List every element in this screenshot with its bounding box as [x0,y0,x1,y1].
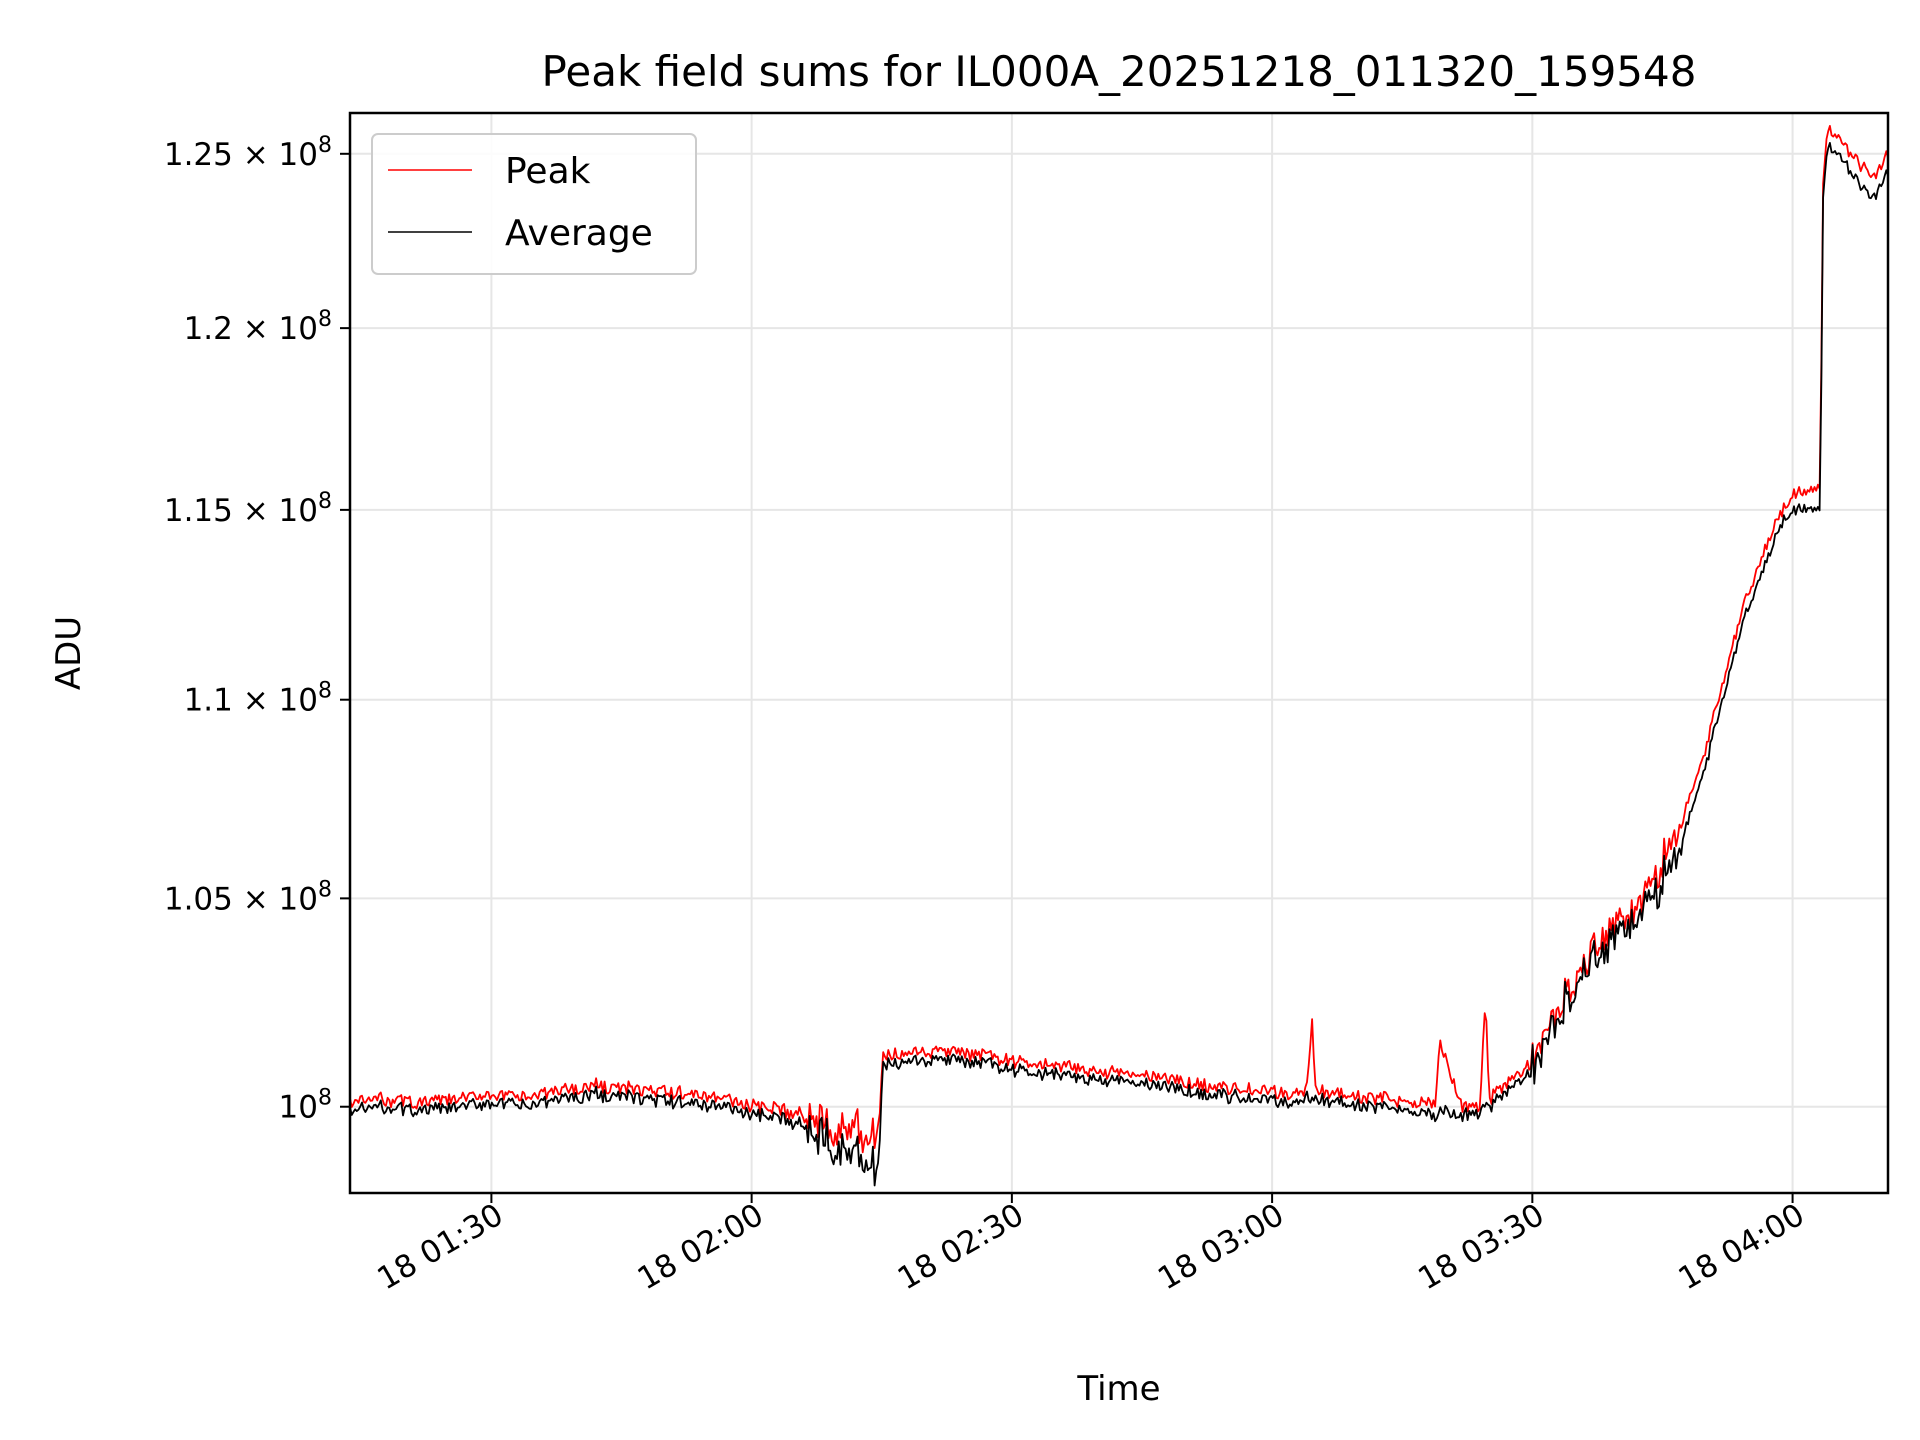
y-tick-label: 1.2 × 108 [184,307,332,347]
y-tick-label: 108 [279,1086,332,1126]
series-layer [350,125,1888,1187]
x-axis-label: Time [1076,1369,1160,1409]
series-line-peak [350,125,1888,1154]
legend-label-peak: Peak [505,151,591,192]
y-tick-label: 1.1 × 108 [184,679,332,719]
legend: Peak Average [371,133,697,275]
y-tick-label: 1.05 × 108 [164,877,332,917]
y-axis-label: ADU [49,616,89,690]
y-tick-label: 1.25 × 108 [164,133,332,173]
chart-title: Peak field sums for IL000A_20251218_0113… [542,47,1697,96]
legend-label-average: Average [505,213,653,254]
series-line-average [350,141,1888,1187]
plot-frame [348,111,1890,1195]
legend-box [371,133,697,275]
y-tick-label: 1.15 × 108 [164,489,332,529]
